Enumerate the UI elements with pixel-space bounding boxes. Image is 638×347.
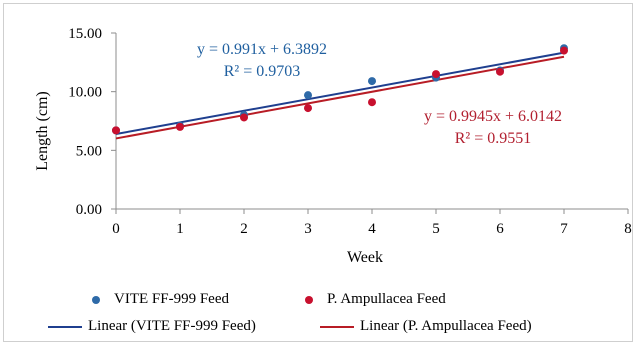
data-point-ampullacea [560, 46, 568, 55]
data-point-ampullacea [496, 67, 504, 76]
trendline-r2-vite: R² = 0.9703 [224, 63, 301, 80]
x-tick-label: 2 [240, 221, 248, 237]
data-point-ampullacea [432, 70, 440, 79]
data-point-ampullacea [240, 113, 248, 122]
legend-line-vite [48, 325, 82, 328]
data-point-vite [368, 77, 376, 86]
y-tick-label: 0.00 [76, 202, 102, 218]
x-tick-label: 7 [560, 221, 568, 237]
x-tick-label: 4 [368, 221, 376, 237]
x-tick-label: 5 [432, 221, 440, 237]
legend-label-ampullacea: P. Ampullacea Feed [327, 291, 446, 307]
legend-entry-ampullacea: P. Ampullacea Feed [305, 291, 446, 308]
x-tick-label: 8 [624, 221, 632, 237]
legend-entry-vite: VITE FF-999 Feed [92, 291, 229, 308]
data-point-ampullacea [112, 126, 120, 135]
x-tick-label: 3 [304, 221, 312, 237]
data-point-ampullacea [304, 104, 312, 113]
x-tick-label: 6 [496, 221, 504, 237]
legend-line-ampullacea [320, 325, 354, 328]
trendline-equation-vite: y = 0.991x + 6.3892 [197, 41, 327, 58]
y-tick-label: 15.00 [68, 26, 102, 42]
legend-entry-ampullacea-linear: Linear (P. Ampullacea Feed) [320, 318, 532, 335]
legend-label-vite: VITE FF-999 Feed [114, 291, 229, 307]
legend-label-ampullacea-linear: Linear (P. Ampullacea Feed) [360, 318, 532, 334]
legend-entry-vite-linear: Linear (VITE FF-999 Feed) [48, 318, 256, 335]
y-tick-label: 5.00 [76, 143, 102, 159]
data-point-ampullacea [176, 122, 184, 131]
x-tick-label: 1 [176, 221, 184, 237]
trendline-equation-ampullacea: y = 0.9945x + 6.0142 [424, 108, 562, 125]
y-tick-label: 10.00 [68, 85, 102, 101]
x-tick-label: 0 [112, 221, 120, 237]
data-point-vite [304, 91, 312, 100]
trendline-vite [115, 51, 565, 136]
trendline-ampullacea [115, 55, 565, 140]
y-axis-label: Length (cm) [34, 91, 51, 171]
legend-marker-ampullacea [305, 295, 313, 304]
legend-label-vite-linear: Linear (VITE FF-999 Feed) [88, 318, 256, 334]
legend-marker-vite [92, 295, 100, 304]
x-axis-label: Week [347, 249, 383, 266]
trendline-r2-ampullacea: R² = 0.9551 [455, 130, 532, 147]
data-point-ampullacea [368, 98, 376, 107]
